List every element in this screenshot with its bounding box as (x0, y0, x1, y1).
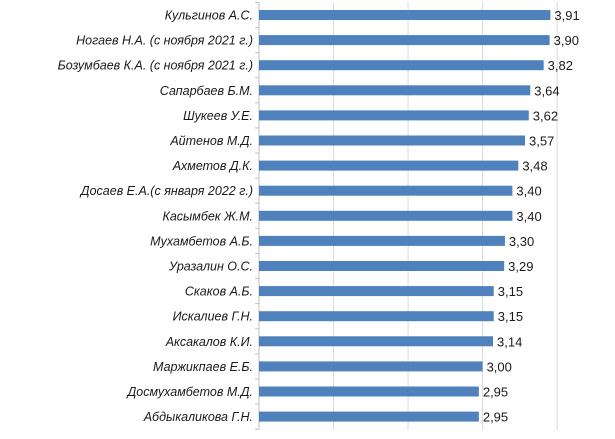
value-label: 3,30 (509, 234, 534, 249)
category-label: Искалиев Г.Н. (173, 310, 253, 324)
value-label: 3,90 (554, 33, 579, 48)
value-label: 2,95 (483, 410, 508, 425)
category-label: Абдыкаликова Г.Н. (143, 410, 253, 424)
category-label: Шукеев У.Е. (183, 109, 253, 123)
category-label: Уразалин О.С. (168, 260, 253, 274)
bar (259, 411, 479, 422)
category-label: Аксакалов К.И. (165, 335, 253, 349)
bar (259, 311, 494, 322)
bar (259, 235, 505, 246)
category-label: Ногаев Н.А. (с ноября 2021 г.) (76, 34, 253, 48)
value-label: 3,29 (508, 259, 533, 274)
value-label: 3,57 (529, 134, 554, 149)
category-label: Маржикпаев Е.Б. (153, 360, 253, 374)
category-label: Ахметов Д.К. (172, 159, 253, 173)
category-label: Досаев Е.А.(с января 2022 г.) (79, 184, 253, 198)
category-axis (255, 1, 260, 430)
bar (259, 85, 531, 96)
bar (259, 35, 550, 46)
value-label: 3,15 (498, 284, 523, 299)
bar (259, 10, 551, 20)
bar (259, 60, 544, 71)
bar (259, 286, 494, 297)
category-labels: Кульгинов А.С. Ногаев Н.А. (с ноября 2021… (58, 9, 253, 425)
bar (259, 210, 513, 221)
category-label: Бозумбаев К.А. (с ноября 2021 г.) (58, 59, 253, 73)
category-label: Скаков А.Б. (185, 285, 253, 299)
category-label: Касымбек Ж.М. (162, 209, 253, 223)
bar (259, 160, 519, 171)
category-label: Досмухамбетов М.Д. (125, 385, 253, 399)
bar (259, 110, 529, 121)
bar (259, 336, 494, 347)
value-label: 3,48 (522, 159, 547, 174)
category-label: Айтенов М.Д. (169, 134, 253, 148)
bar (259, 361, 483, 372)
category-label: Сапарбаев Б.М. (160, 84, 253, 98)
value-label: 3,82 (548, 58, 573, 73)
bar (259, 261, 505, 271)
value-label: 3,40 (516, 184, 541, 199)
value-labels: 3,91 3,90 3,82 3,64 3,62 3,57 3,48 3,40 3,40 3,30… (483, 8, 580, 425)
bar (259, 135, 526, 146)
value-label: 3,15 (498, 309, 523, 324)
value-label: 3,64 (534, 83, 559, 98)
category-label: Кульгинов А.С. (165, 9, 253, 23)
value-label: 2,95 (483, 385, 508, 400)
bar (259, 386, 479, 397)
bars (259, 10, 551, 422)
value-label: 3,91 (554, 8, 579, 23)
bar (259, 185, 513, 196)
category-label: Мухамбетов А.Б. (150, 234, 253, 248)
value-label: 3,40 (516, 209, 541, 224)
value-label: 3,00 (487, 359, 512, 374)
value-label: 3,14 (497, 334, 522, 349)
value-label: 3,62 (533, 108, 558, 123)
